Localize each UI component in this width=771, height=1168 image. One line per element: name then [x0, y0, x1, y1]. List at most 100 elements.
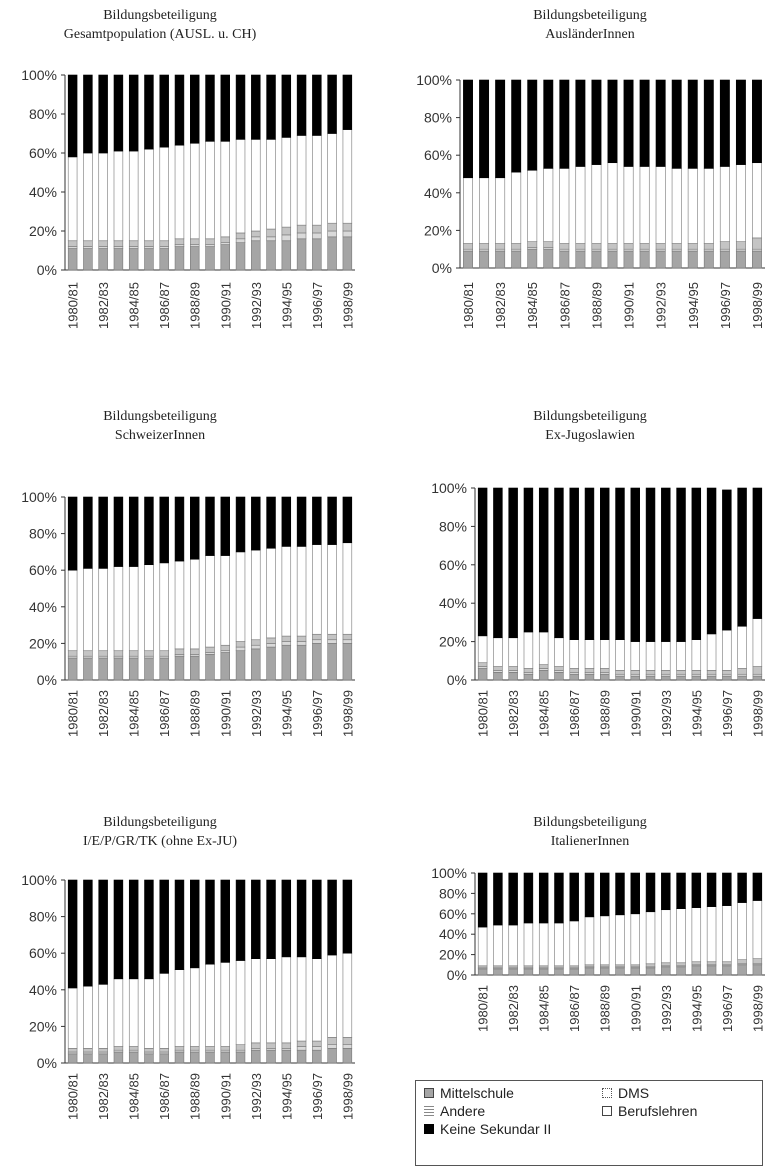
- chart-title: Bildungsbeteiligung: [533, 8, 647, 23]
- legend-item-dms: DMS: [618, 1085, 650, 1101]
- bar-segment: [722, 489, 732, 631]
- y-tick-label: 100%: [431, 865, 467, 881]
- bar-segment: [687, 79, 698, 169]
- y-tick-label: 40%: [439, 926, 467, 942]
- x-tick-label: 1980/81: [66, 690, 81, 737]
- y-tick-label: 40%: [29, 599, 57, 615]
- bar-segment: [623, 79, 634, 167]
- chart-title: Bildungsbeteiligung: [533, 815, 647, 830]
- bar-segment: [706, 965, 717, 976]
- x-tick-label: 1998/99: [750, 282, 765, 329]
- x-tick-label: 1996/97: [310, 690, 325, 737]
- bar-segment: [630, 487, 640, 642]
- bar-segment: [113, 496, 124, 567]
- y-tick-label: 40%: [424, 185, 452, 201]
- bar-segment: [312, 496, 322, 545]
- chart-subtitle: SchweizerInnen: [114, 428, 206, 443]
- chart-subtitle: Gesamtpopulation (AUSL. u. CH): [63, 27, 257, 42]
- x-tick-label: 1990/91: [218, 282, 233, 329]
- bar-segment: [554, 922, 564, 967]
- y-tick-label: 60%: [439, 906, 467, 922]
- bar-segment: [600, 872, 610, 917]
- y-tick-label: 0%: [447, 967, 467, 983]
- bar-segment: [327, 74, 337, 134]
- x-tick-label: 1984/85: [127, 690, 142, 737]
- y-tick-label: 60%: [424, 147, 452, 163]
- bar-segment: [737, 872, 747, 903]
- x-tick-label: 1994/95: [689, 690, 704, 737]
- bar-segment: [615, 487, 625, 640]
- bar-segment: [205, 879, 215, 965]
- bar-segment: [327, 496, 337, 545]
- bar-segment: [477, 965, 488, 969]
- bar-segment: [220, 496, 230, 556]
- x-tick-label: 1996/97: [310, 282, 325, 329]
- bar-segment: [113, 74, 124, 152]
- bar-segment: [495, 79, 506, 179]
- bar-segment: [98, 74, 108, 154]
- bar-segment: [98, 879, 108, 985]
- x-tick-label: 1984/85: [525, 282, 540, 329]
- bar-segment: [479, 79, 490, 179]
- bar-segment: [205, 74, 215, 142]
- y-tick-label: 20%: [439, 947, 467, 963]
- x-tick-label: 1998/99: [340, 1073, 355, 1120]
- y-tick-label: 80%: [29, 909, 57, 925]
- bar-segment: [584, 916, 595, 966]
- bar-segment: [671, 79, 682, 169]
- x-tick-label: 1994/95: [279, 690, 294, 737]
- bar-segment: [691, 872, 702, 908]
- bar-segment: [569, 920, 579, 967]
- x-tick-label: 1980/81: [461, 282, 476, 329]
- legend-item-andere: Andere: [440, 1103, 486, 1119]
- y-tick-label: 20%: [439, 634, 467, 650]
- bar-segment: [98, 496, 108, 569]
- x-tick-label: 1982/83: [96, 690, 111, 737]
- x-tick-label: 1988/89: [188, 1073, 203, 1120]
- y-tick-label: 20%: [29, 1018, 57, 1034]
- x-tick-label: 1990/91: [218, 1073, 233, 1120]
- bar-segment: [312, 879, 322, 959]
- bar-segment: [523, 922, 534, 967]
- x-tick-label: 1986/87: [157, 282, 172, 329]
- bar-segment: [554, 487, 564, 639]
- legend-item-berufslehren: Berufslehren: [618, 1103, 698, 1119]
- bar-segment: [706, 961, 717, 966]
- x-tick-label: 1990/91: [218, 690, 233, 737]
- chart-subtitle: I/E/P/GR/TK (ohne Ex-JU): [83, 834, 237, 849]
- legend-item-mittelschule: Mittelschule: [440, 1085, 514, 1101]
- x-tick-label: 1982/83: [506, 985, 521, 1032]
- bar-segment: [691, 907, 702, 963]
- bar-segment: [266, 879, 276, 959]
- bar-segment: [493, 924, 503, 967]
- bar-segment: [575, 79, 586, 167]
- bar-segment: [190, 879, 200, 969]
- legend-item-keine-sekundar: Keine Sekundar II: [440, 1121, 552, 1137]
- bar-segment: [251, 879, 261, 959]
- bar-segment: [159, 74, 169, 148]
- bar-segment: [554, 872, 564, 924]
- bar-segment: [523, 965, 534, 969]
- x-tick-label: 1988/89: [188, 690, 203, 737]
- bar-segment: [661, 966, 671, 976]
- x-tick-label: 1992/93: [249, 690, 264, 737]
- bar-segment: [67, 496, 78, 571]
- bar-segment: [508, 872, 518, 926]
- bar-segment: [569, 487, 579, 640]
- x-tick-label: 1996/97: [310, 1073, 325, 1120]
- bar-segment: [569, 968, 579, 976]
- bar-segment: [527, 79, 538, 171]
- bar-segment: [128, 879, 139, 980]
- y-tick-label: 100%: [416, 72, 452, 88]
- bar-segment: [737, 959, 747, 965]
- x-tick-label: 1994/95: [686, 282, 701, 329]
- bar-segment: [600, 967, 610, 976]
- bar-segment: [543, 79, 554, 169]
- grey-square-icon: [424, 1088, 434, 1098]
- y-tick-label: 40%: [439, 595, 467, 611]
- bar-segment: [281, 496, 292, 547]
- x-tick-label: 1992/93: [659, 985, 674, 1032]
- black-square-icon: [424, 1124, 434, 1134]
